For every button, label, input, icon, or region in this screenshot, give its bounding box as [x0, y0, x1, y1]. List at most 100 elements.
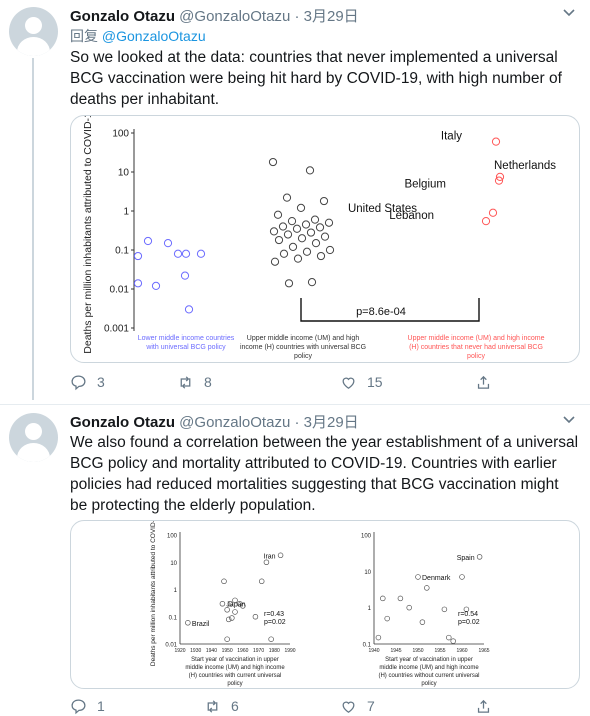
data-point-upper-bcg: [316, 251, 326, 261]
x-axis-label: policy: [421, 681, 436, 687]
group-label: policy: [294, 353, 312, 360]
y-tick-label: 0.1: [115, 246, 129, 257]
tweet-date[interactable]: 3月29日: [303, 414, 359, 431]
share-button[interactable]: [475, 372, 502, 392]
retweet-icon: [207, 699, 218, 713]
reply-icon: [71, 374, 86, 390]
author-name[interactable]: Gonzalo Otazu: [70, 8, 175, 25]
tweet-1[interactable]: Gonzalo Otazu @GonzaloOtazu · 3月29日 回复 @…: [0, 0, 590, 405]
data-point: [232, 597, 238, 604]
y-tick-label: 100: [167, 534, 178, 540]
data-point-upper-bcg: [293, 254, 303, 263]
y-tick-label: 10: [118, 168, 130, 179]
x-tick-label: 1980: [269, 648, 280, 654]
tweet-divider: [0, 404, 590, 405]
share-icon: [477, 699, 490, 713]
tweet-text: So we looked at the data: countries that…: [70, 49, 562, 108]
data-point: [232, 609, 238, 615]
x-tick-label: 1965: [478, 648, 489, 654]
author-handle[interactable]: @GonzaloOtazu: [179, 8, 291, 25]
data-point-upper-bcg: [284, 279, 294, 288]
reply-button[interactable]: 1: [70, 696, 105, 716]
y-tick-label: 1: [368, 606, 372, 612]
reply-button[interactable]: 3: [70, 372, 105, 392]
data-point-upper-bcg: [305, 166, 315, 175]
y-tick-label: 1: [174, 588, 178, 594]
country-label: Netherlands: [494, 160, 556, 172]
data-point: [450, 638, 456, 644]
data-point: [463, 606, 470, 613]
tweet-image-card[interactable]: 100 10 1 0.1 0.01 0.001 Deaths per million inh…: [70, 115, 580, 363]
y-tick-label: 10: [170, 561, 177, 567]
tweet-header: Gonzalo Otazu @GonzaloOtazu · 3月29日: [70, 411, 359, 432]
avatar[interactable]: [9, 7, 58, 56]
data-point: [229, 615, 235, 621]
data-point: [419, 619, 426, 625]
country-label: Denmark: [422, 575, 451, 582]
author-handle[interactable]: @GonzaloOtazu: [179, 414, 291, 431]
data-point-no-bcg: [495, 172, 505, 181]
data-point-lower-middle: [143, 236, 153, 246]
data-point-lower-middle: [184, 305, 194, 314]
data-point-upper-bcg: [310, 215, 320, 224]
data-point-no-bcg: [488, 208, 498, 217]
data-point: [380, 595, 386, 602]
share-icon: [477, 375, 490, 389]
x-tick-label: 1955: [434, 648, 445, 654]
group-label: Upper middle income (UM) and high income: [408, 335, 545, 342]
y-tick-label: 0.001: [104, 324, 129, 335]
group-label: Lower middle income countries: [138, 335, 235, 342]
data-point: [476, 554, 483, 560]
data-point-upper-bcg: [297, 234, 307, 243]
x-tick-label: 1945: [390, 648, 401, 654]
data-point-upper-bcg: [278, 222, 288, 231]
data-point-upper-bcg: [268, 157, 278, 167]
data-point-no-bcg: [494, 176, 504, 185]
heart-icon: [342, 701, 355, 713]
author-name[interactable]: Gonzalo Otazu: [70, 414, 175, 431]
p-value-label: p=8.6e-04: [356, 306, 406, 318]
data-point: [441, 606, 448, 613]
data-point: [227, 600, 234, 607]
data-point-upper-bcg: [301, 220, 311, 229]
x-tick-label: 1950: [222, 648, 233, 654]
x-axis-label: Start year of vaccination in upper: [385, 657, 473, 663]
data-point-lower-middle: [173, 249, 183, 258]
y-tick-label: 0.01: [110, 285, 130, 296]
like-button[interactable]: 15: [340, 372, 383, 392]
share-button[interactable]: [475, 696, 502, 716]
x-tick-label: 1920: [174, 648, 185, 654]
tweet-actions: 3 8 15: [70, 372, 520, 392]
retweet-button[interactable]: 6: [204, 696, 239, 716]
avatar[interactable]: [9, 413, 58, 462]
data-point: [185, 620, 191, 626]
data-point: [219, 600, 226, 607]
tweet-image-card[interactable]: 100 10 1 0.1 0.01 1920 1930 1940 1950 1960 1970 198…: [70, 520, 580, 689]
group-label: policy: [467, 353, 485, 360]
data-point-upper-bcg: [279, 249, 289, 258]
reply-mention[interactable]: @GonzaloOtazu: [101, 28, 206, 44]
chevron-down-icon[interactable]: [562, 6, 576, 20]
data-point: [252, 613, 259, 620]
group-label: with universal BCG policy: [145, 344, 226, 351]
y-tick-label: 0.01: [165, 643, 177, 649]
data-point: [258, 578, 265, 585]
country-label: Belgium: [404, 179, 446, 191]
x-axis-label: middle income (UM) and high income: [185, 665, 285, 671]
x-tick-label: 1970: [253, 648, 264, 654]
separator-dot: ·: [294, 8, 300, 25]
data-point: [424, 585, 430, 591]
data-point-lower-middle: [151, 281, 161, 291]
data-point: [221, 578, 227, 585]
data-point: [263, 559, 270, 565]
data-point-upper-bcg: [325, 245, 335, 255]
like-button[interactable]: 7: [340, 696, 375, 716]
tweet-2[interactable]: Gonzalo Otazu @GonzaloOtazu · 3月29日 We a…: [0, 405, 590, 716]
country-label: Brazil: [192, 621, 210, 628]
data-point-no-bcg: [491, 137, 501, 146]
data-point-lower-middle: [163, 239, 173, 248]
chevron-down-icon[interactable]: [562, 413, 576, 427]
retweet-button[interactable]: 8: [177, 372, 212, 392]
tweet-date[interactable]: 3月29日: [303, 8, 359, 25]
